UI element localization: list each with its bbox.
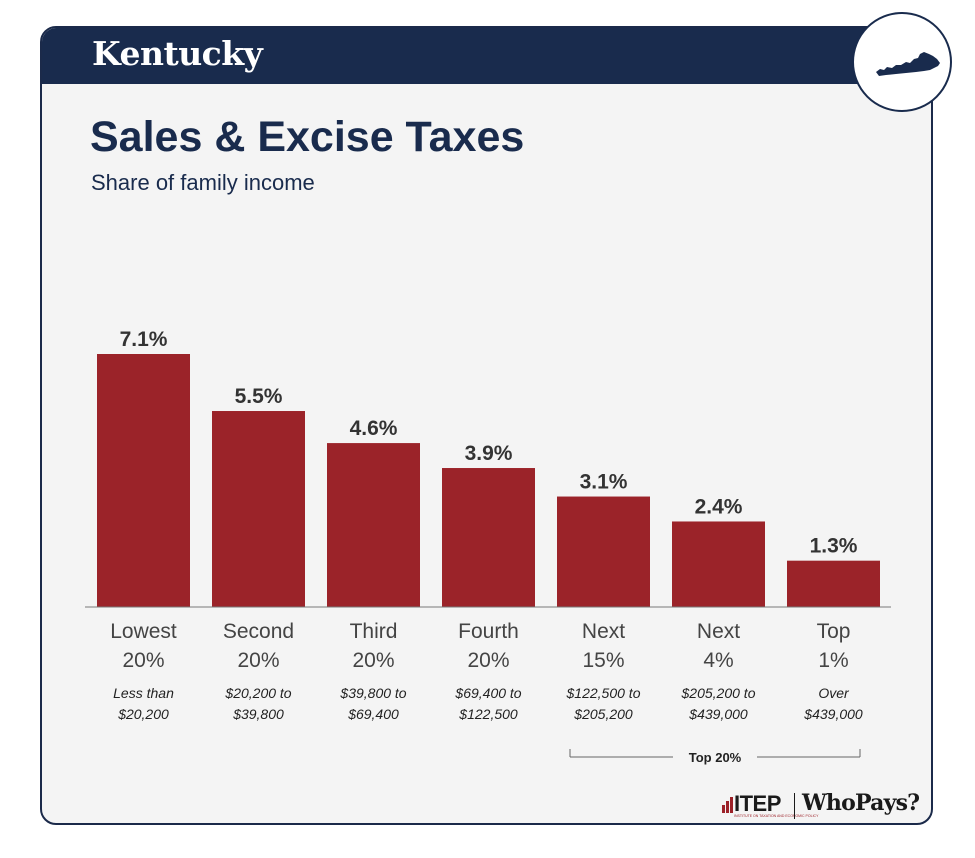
- income-range-3-line2: $69,400: [347, 706, 399, 722]
- category-label-7-line1: Top: [817, 620, 851, 643]
- income-range-4-line1: $69,400 to: [454, 685, 521, 701]
- header-band: Kentucky: [42, 28, 931, 84]
- chart-subtitle: Share of family income: [91, 170, 315, 195]
- category-label-6-line1: Next: [697, 620, 740, 643]
- value-label-3: 4.6%: [350, 417, 398, 440]
- income-range-1-line2: $20,200: [117, 706, 169, 722]
- category-label-2-line2: 20%: [237, 649, 279, 672]
- kentucky-map-icon: [876, 52, 940, 76]
- bar-1: [97, 354, 190, 607]
- income-range-5-line2: $205,200: [573, 706, 633, 722]
- logo-divider: [794, 793, 795, 819]
- bar-4: [442, 468, 535, 607]
- value-label-7: 1.3%: [810, 535, 858, 558]
- category-label-3-line2: 20%: [352, 649, 394, 672]
- income-range-2-line2: $39,800: [232, 706, 284, 722]
- income-range-3-line1: $39,800 to: [339, 685, 406, 701]
- itep-whopays-logo: ITEP INSTITUTE ON TAXATION AND ECONOMIC …: [722, 790, 927, 821]
- value-label-4: 3.9%: [465, 442, 513, 465]
- income-range-6-line1: $205,200 to: [681, 685, 756, 701]
- bar-7: [787, 560, 880, 607]
- category-label-6-line2: 4%: [703, 649, 733, 672]
- category-label-2-line1: Second: [223, 620, 294, 643]
- category-label-5-line2: 15%: [582, 649, 624, 672]
- chart-title: Sales & Excise Taxes: [90, 113, 525, 161]
- category-label-1-line1: Lowest: [110, 620, 177, 643]
- state-map-badge: [852, 12, 952, 112]
- value-label-1: 7.1%: [120, 328, 168, 351]
- bar-3: [327, 443, 420, 607]
- value-label-6: 2.4%: [695, 495, 743, 518]
- itep-logo-text: ITEP: [734, 791, 781, 816]
- income-range-5-line1: $122,500 to: [566, 685, 641, 701]
- category-label-4-line2: 20%: [467, 649, 509, 672]
- bar-logo-icon: [722, 797, 733, 813]
- whopays-logo-text: WhoPays?: [802, 790, 920, 816]
- category-label-5-line1: Next: [582, 620, 625, 643]
- category-label-1-line2: 20%: [122, 649, 164, 672]
- value-label-5: 3.1%: [580, 471, 628, 494]
- itep-logo-subtext: INSTITUTE ON TAXATION AND ECONOMIC POLIC…: [734, 814, 819, 818]
- bar-2: [212, 411, 305, 607]
- category-label-7-line2: 1%: [818, 649, 848, 672]
- income-range-2-line1: $20,200 to: [224, 685, 291, 701]
- income-range-6-line2: $439,000: [688, 706, 748, 722]
- category-label-3-line1: Third: [350, 620, 398, 643]
- bar-6: [672, 521, 765, 607]
- income-range-4-line2: $122,500: [458, 706, 518, 722]
- bar-5: [557, 496, 650, 607]
- income-range-1-line1: Less than: [113, 685, 174, 701]
- state-name: Kentucky: [92, 34, 263, 73]
- income-range-7-line2: $439,000: [803, 706, 863, 722]
- income-range-7-line1: Over: [818, 685, 850, 701]
- category-label-4-line1: Fourth: [458, 620, 519, 643]
- value-label-2: 5.5%: [235, 385, 283, 408]
- bracket-label: Top 20%: [689, 750, 742, 765]
